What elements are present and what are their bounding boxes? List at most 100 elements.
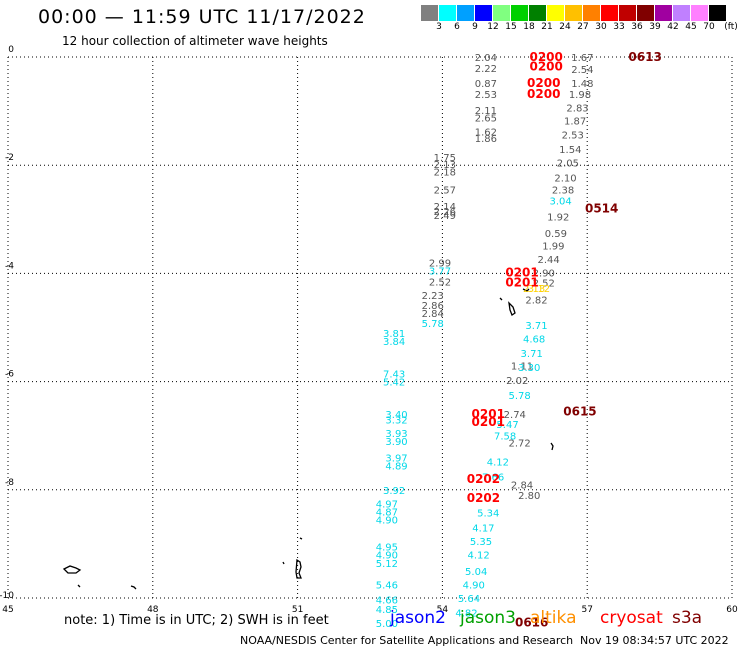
wave-height-label: 3.04 [550,196,572,207]
wave-height-label: 4.12 [467,551,489,562]
color-swatch [637,5,655,21]
wave-height-label: 2.74 [504,410,526,421]
color-scale-label: 12 [487,22,499,32]
wave-height-label: 2.72 [508,439,530,450]
wave-height-label: 4.90 [376,551,398,562]
color-scale-bar [421,5,727,21]
wave-height-label: 4.85 [376,605,398,616]
island-outline [499,297,503,301]
island-outline [550,442,554,451]
wave-height-label: 2.84 [511,480,533,491]
wave-height-label: 0613 [628,50,661,64]
wave-height-label: 1.62 [475,128,497,139]
wave-height-label: 3.30 [518,363,540,374]
color-swatch [511,5,529,21]
wave-height-label: 4.95 [376,543,398,554]
wave-height-label: 0.87 [475,79,497,90]
color-scale-label: 3 [436,22,442,32]
wave-height-label: 2.65 [475,114,497,125]
legend-entry-jason2: jason2 [390,608,446,628]
color-scale-label: 36 [631,22,643,32]
wave-height-label: 2.14 [434,202,456,213]
color-scale-label: 9 [472,22,478,32]
wave-height-label: 5.64 [458,594,480,605]
wave-height-label: 5.34 [477,509,499,520]
wave-height-label: 2.13 [434,160,456,171]
wave-height-label: 0201 [505,276,538,290]
color-scale-label: 70 [703,22,715,32]
wave-height-label: 3.32 [385,415,407,426]
wave-height-label: 2.83 [566,103,588,114]
island-outline [282,561,285,565]
wave-height-label: 0200 [529,60,562,74]
wave-height-label: 2.26 [434,207,456,218]
wave-height-label: 2.54 [571,65,593,76]
wave-height-label: 1.54 [559,145,581,156]
color-swatch [655,5,673,21]
color-swatch [457,5,475,21]
wave-height-label: 2.38 [552,186,574,197]
wave-height-label: 3.93 [385,429,407,440]
color-swatch [619,5,637,21]
wave-height-label: 0615 [563,404,596,418]
y-tick-label: -2 [5,153,14,163]
color-swatch [493,5,511,21]
island-outline [77,584,81,588]
wave-height-label: 4.90 [376,516,398,527]
legend-entry-jason3: jason3 [460,608,516,628]
wave-height-label: 4.90 [463,580,485,591]
color-swatch [565,5,583,21]
wave-height-label: 1.98 [569,90,591,101]
map-subtitle: 12 hour collection of altimeter wave hei… [62,34,328,48]
wave-height-label: 2.05 [557,158,579,169]
legend-entry-cryosat: cryosat [600,608,663,628]
wave-height-label: 4.89 [385,461,407,472]
y-tick-label: -4 [5,261,14,271]
y-tick-label: -10 [0,591,14,601]
color-swatch [475,5,493,21]
wave-height-label: 4.82 [455,609,477,620]
wave-height-label: 1.11 [511,361,533,372]
wave-height-label: 0201 [472,415,505,429]
wave-height-label: 3.40 [385,410,407,421]
color-swatch [421,5,439,21]
color-scale-label: 24 [559,22,571,32]
x-tick-label: 57 [581,605,592,615]
wave-height-label: 1.92 [547,213,569,224]
color-swatch [439,5,457,21]
island-outline [295,558,302,579]
wave-height-label: 0202 [467,472,500,486]
color-swatch [673,5,691,21]
color-scale-label: 39 [649,22,661,32]
wave-height-label: 3.71 [521,349,543,360]
color-scale-label: 18 [523,22,535,32]
color-scale-label: 33 [613,22,625,32]
wave-height-label: 0200 [527,87,560,101]
island-outline [62,565,82,574]
wave-height-label: 2.18 [434,168,456,179]
y-tick-label: -8 [5,478,14,488]
color-scale-label: 21 [541,22,553,32]
wave-height-label: 2.52 [429,278,451,289]
wave-height-label: 4.66 [376,596,398,607]
wave-height-label: 5.04 [465,567,487,578]
wave-height-label: 0200 [527,76,560,90]
wave-height-label: 7.58 [494,432,516,443]
x-tick-label: 48 [147,605,159,615]
wave-height-label: 3.90 [385,437,407,448]
wave-height-label: 2.02 [506,376,528,387]
color-swatch [709,5,727,21]
wave-height-label: 1.67 [571,53,593,64]
wave-height-label: 2.80 [518,491,540,502]
island-outline [522,288,530,292]
wave-height-label: 0201 [505,265,538,279]
wave-height-label: 2.22 [475,64,497,75]
wave-height-label: 2.53 [562,130,584,141]
x-tick-label: 60 [726,605,738,615]
island-outline [299,537,303,540]
wave-height-label: 0202 [467,491,500,505]
wave-height-label: 5.00 [376,619,398,630]
wave-height-label: 0514 [585,201,618,215]
footer-note: note: 1) Time is in UTC; 2) SWH is in fe… [64,613,329,628]
wave-height-label: 5.47 [496,420,518,431]
